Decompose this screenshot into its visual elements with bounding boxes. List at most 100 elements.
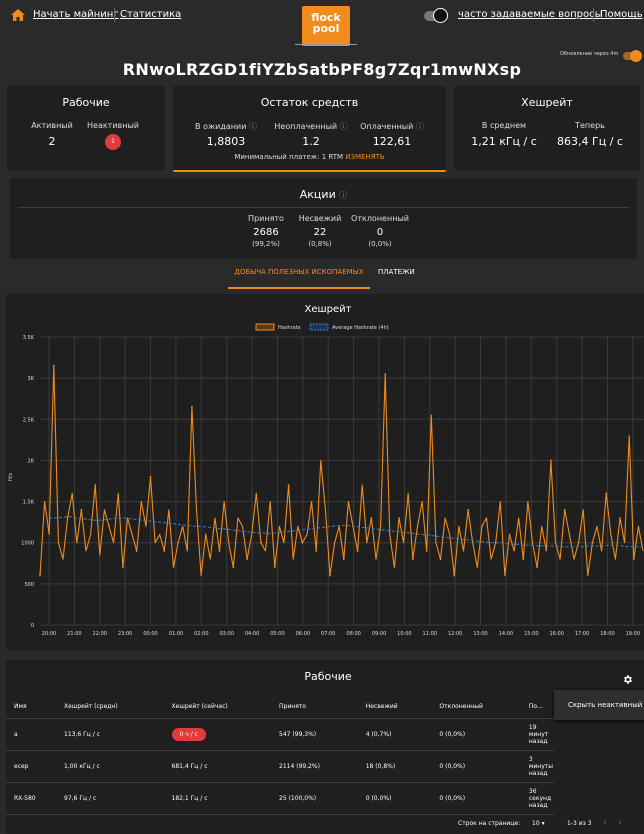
x-tick-label: 18:00 <box>600 631 614 637</box>
hashrate-point <box>439 558 442 561</box>
table-row: a 113,6 Гц / с 0 ч / с 547 (99,3%) 4 (0,7%) 0… <box>6 718 554 750</box>
divider <box>114 8 115 22</box>
statistics-link[interactable]: Статистика <box>120 9 182 20</box>
x-tick-label: 23:00 <box>118 631 132 637</box>
y-tick-label: 2K <box>28 458 35 464</box>
col-accepted[interactable]: Принято <box>279 703 306 711</box>
hashrate-point <box>149 475 152 478</box>
unpaid-label: Неоплаченный ⓘ <box>274 122 348 131</box>
help-link[interactable]: Помощь <box>600 9 643 20</box>
worker-last-share: 3 минуты назад <box>528 755 554 777</box>
shares-card: Акции ⓘ Принято 2686 (99,2%) Несвежий 22… <box>10 178 637 259</box>
tab-payments[interactable]: ПЛАТЕЖИ <box>378 268 415 276</box>
hashrate-point <box>329 574 331 577</box>
series-hashrate-line <box>39 365 644 577</box>
hashrate-point <box>563 508 566 511</box>
y-tick-label: 500 <box>24 582 34 588</box>
worker-accepted: 2114 (99,2%) <box>279 762 320 770</box>
hashrate-point <box>177 541 179 544</box>
worker-accepted: 547 (99,3%) <box>279 730 317 738</box>
col-current-hashrate[interactable]: Хешрейт (сейчас) <box>171 703 228 711</box>
avg-hashrate-label: В среднем <box>481 121 527 130</box>
col-rejected[interactable]: Отклоненный <box>439 703 483 711</box>
hashrate-point <box>411 558 414 561</box>
hashrate-point <box>370 517 373 519</box>
col-stale[interactable]: Несвежий <box>365 703 398 711</box>
worker-name: RX-580 <box>14 794 36 802</box>
start-mining-link[interactable]: Начать майнинг <box>33 9 119 20</box>
legend-label-hashrate: Hashrate <box>278 325 301 331</box>
min-payout: Минимальный платеж: 1 RTM ИЗМЕНЯТЬ <box>173 153 446 161</box>
table-row: RX-580 97,6 Гц / с 182,1 Гц / с 25 (100,0%)… <box>6 782 554 814</box>
rows-per-page-label: Строк на странице: <box>458 820 521 827</box>
rejected-label: Отклоненный <box>351 214 409 223</box>
hashrate-point <box>508 533 511 536</box>
balance-card: Остаток средств В ожидании ⓘ 1,8803 Неоп… <box>173 86 446 172</box>
worker-name: ecер <box>14 762 29 770</box>
rejected-pct: (0,0%) <box>368 240 392 248</box>
home-icon[interactable] <box>11 9 25 21</box>
worker-stale: 0 (0,0%) <box>365 794 392 802</box>
hashrate-point <box>467 508 469 511</box>
info-icon: ⓘ <box>415 122 424 131</box>
legend-swatch-average <box>309 323 329 331</box>
worker-name: a <box>14 730 18 738</box>
hashrate-point <box>453 574 456 577</box>
theme-toggle[interactable] <box>424 8 448 23</box>
hashrate-point <box>246 558 249 561</box>
hashrate-point <box>550 459 552 462</box>
accepted-value: 2686 <box>253 227 279 238</box>
hashrate-chart-card: Хешрейт 0 500 1000 1.5K 2K 2.5K 3K 3.5K 20:00 21:… <box>6 294 644 650</box>
auto-update-toggle[interactable] <box>623 50 642 62</box>
hashrate-point <box>619 517 621 519</box>
hashrate-point <box>163 550 166 552</box>
worker-stale: 4 (0,7%) <box>365 730 392 738</box>
hashrate-point <box>66 517 69 519</box>
pending-value: 1,8803 <box>206 135 246 148</box>
col-name[interactable]: Имя <box>14 703 27 711</box>
hashrate-point <box>315 550 318 552</box>
stale-pct: (0,8%) <box>308 240 332 248</box>
next-page-icon[interactable]: › <box>618 818 622 828</box>
hashrate-point <box>232 566 235 569</box>
worker-avg-hashrate: 113,6 Гц / с <box>64 730 101 738</box>
workers-table: Имя Хешрейт (средн) Хешрейт (сейчас) При… <box>6 696 554 815</box>
x-tick-label: 00:00 <box>143 631 157 637</box>
x-tick-label: 14:00 <box>499 631 513 637</box>
hashrate-point <box>384 373 387 375</box>
prev-page-icon[interactable]: ‹ <box>603 818 607 828</box>
info-icon: ⓘ <box>339 191 348 200</box>
col-last-share[interactable]: По... <box>528 703 543 711</box>
y-tick-label: 2.5K <box>23 417 35 423</box>
active-value: 2 <box>48 135 56 148</box>
hide-inactive-option[interactable]: Скрыть неактивный <box>568 701 643 709</box>
tab-mining[interactable]: ДОБЫЧА ПОЛЕЗНЫХ ИСКОПАЕМЫХ <box>228 268 370 289</box>
hashrate-point <box>591 541 594 544</box>
worker-rejected: 0 (0,0%) <box>439 762 466 770</box>
logo-line-2: pool <box>312 22 340 35</box>
worker-last-share: 19 минут назад <box>528 723 549 745</box>
y-tick-label: 1.5K <box>23 500 35 506</box>
hashrate-point <box>287 484 290 487</box>
gear-icon[interactable] <box>622 674 633 685</box>
hashrate-chart: 0 500 1000 1.5K 2K 2.5K 3K 3.5K 20:00 21:00 22:00 2… <box>8 323 644 637</box>
faq-link[interactable]: часто задаваемые вопросы <box>458 9 603 20</box>
shares-title: Акции ⓘ <box>299 188 348 201</box>
flockpool-logo[interactable]: flock pool <box>302 6 350 46</box>
x-tick-label: 15:00 <box>524 631 538 637</box>
hashrate-point <box>522 558 525 561</box>
workers-table-card: Рабочие Скрыть неактивный Имя Хешрейт (с… <box>6 660 644 834</box>
logo-line-1: flock <box>311 11 341 24</box>
chart-title: Хешрейт <box>304 304 352 315</box>
paid-value: 122,61 <box>372 135 412 148</box>
hashrate-point <box>52 364 55 367</box>
inactive-badge[interactable]: 1 <box>105 134 121 150</box>
card-title: Хешрейт <box>521 96 573 109</box>
change-payout-link[interactable]: ИЗМЕНЯТЬ <box>345 153 385 161</box>
col-avg-hashrate[interactable]: Хешрейт (средн) <box>64 703 118 711</box>
rows-per-page-select[interactable]: 10 ▾ <box>532 820 545 827</box>
table-header-row: Имя Хешрейт (средн) Хешрейт (сейчас) При… <box>6 696 554 718</box>
card-title: Рабочие <box>62 96 110 109</box>
hashrate-point <box>273 566 276 569</box>
top-bar: Начать майнинг Статистика flock pool час… <box>0 0 644 46</box>
